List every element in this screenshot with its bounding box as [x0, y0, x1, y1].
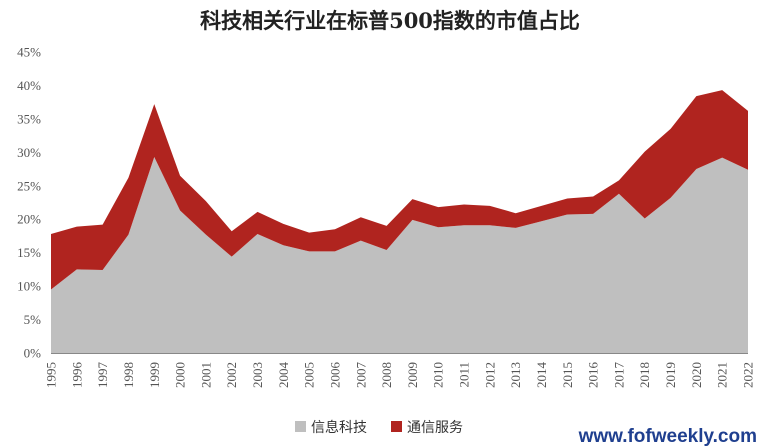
y-tick-label: 15%	[17, 245, 41, 260]
y-tick-label: 5%	[24, 312, 42, 327]
x-tick-label: 2012	[482, 362, 497, 388]
watermark: www.fofweekly.com	[578, 426, 757, 447]
y-tick-label: 40%	[17, 78, 41, 93]
x-tick-label: 2008	[379, 362, 394, 388]
x-tick-label: 1998	[121, 362, 136, 388]
legend: 信息科技 通信服务	[295, 419, 463, 436]
y-tick-label: 10%	[17, 279, 41, 294]
x-tick-label: 2010	[431, 362, 446, 388]
y-tick-label: 0%	[24, 346, 42, 361]
x-tick-label: 1999	[147, 362, 162, 388]
x-tick-label: 2000	[173, 362, 188, 388]
x-tick-label: 1997	[95, 362, 110, 389]
x-tick-label: 2014	[534, 362, 549, 389]
x-tick-label: 2003	[250, 362, 265, 388]
x-tick-label: 2001	[198, 362, 213, 388]
y-tick-label: 45%	[17, 45, 41, 60]
legend-label-0: 信息科技	[311, 419, 367, 436]
x-tick-label: 2005	[302, 362, 317, 388]
x-tick-label: 2016	[586, 362, 601, 389]
legend-swatch-1	[391, 421, 402, 432]
x-tick-label: 2021	[715, 362, 730, 388]
x-axis-ticks: 1995 1996 1997 1998 1999 2000 2001 2002 2003 2004…	[44, 362, 756, 389]
area-series-1	[51, 90, 748, 290]
x-tick-label: 2011	[457, 362, 472, 388]
area-series-0	[51, 157, 748, 353]
x-tick-label: 2020	[689, 362, 704, 388]
x-tick-label: 2004	[276, 362, 291, 389]
legend-swatch-0	[295, 421, 306, 432]
y-tick-label: 30%	[17, 145, 41, 160]
x-tick-label: 2013	[508, 362, 523, 388]
x-tick-label: 2019	[663, 362, 678, 388]
plot-areas	[51, 90, 748, 353]
x-tick-label: 2009	[405, 362, 420, 388]
x-tick-label: 2015	[560, 362, 575, 388]
x-tick-label: 2006	[327, 362, 342, 389]
chart-title: 科技相关行业在标普500指数的市值占比	[200, 8, 580, 33]
x-tick-label: 1995	[44, 362, 59, 388]
x-tick-label: 2022	[741, 362, 756, 388]
legend-label-1: 通信服务	[407, 420, 463, 436]
x-tick-label: 2002	[224, 362, 239, 388]
y-tick-label: 20%	[17, 212, 41, 227]
y-tick-label: 35%	[17, 111, 41, 126]
x-tick-label: 1996	[69, 362, 84, 389]
x-tick-label: 2018	[637, 362, 652, 388]
y-axis-ticks: 0% 5% 10% 15% 20% 25% 30% 35% 40% 45%	[17, 45, 41, 361]
x-tick-label: 2007	[353, 362, 368, 389]
x-tick-label: 2017	[611, 362, 626, 389]
y-tick-label: 25%	[17, 178, 41, 193]
